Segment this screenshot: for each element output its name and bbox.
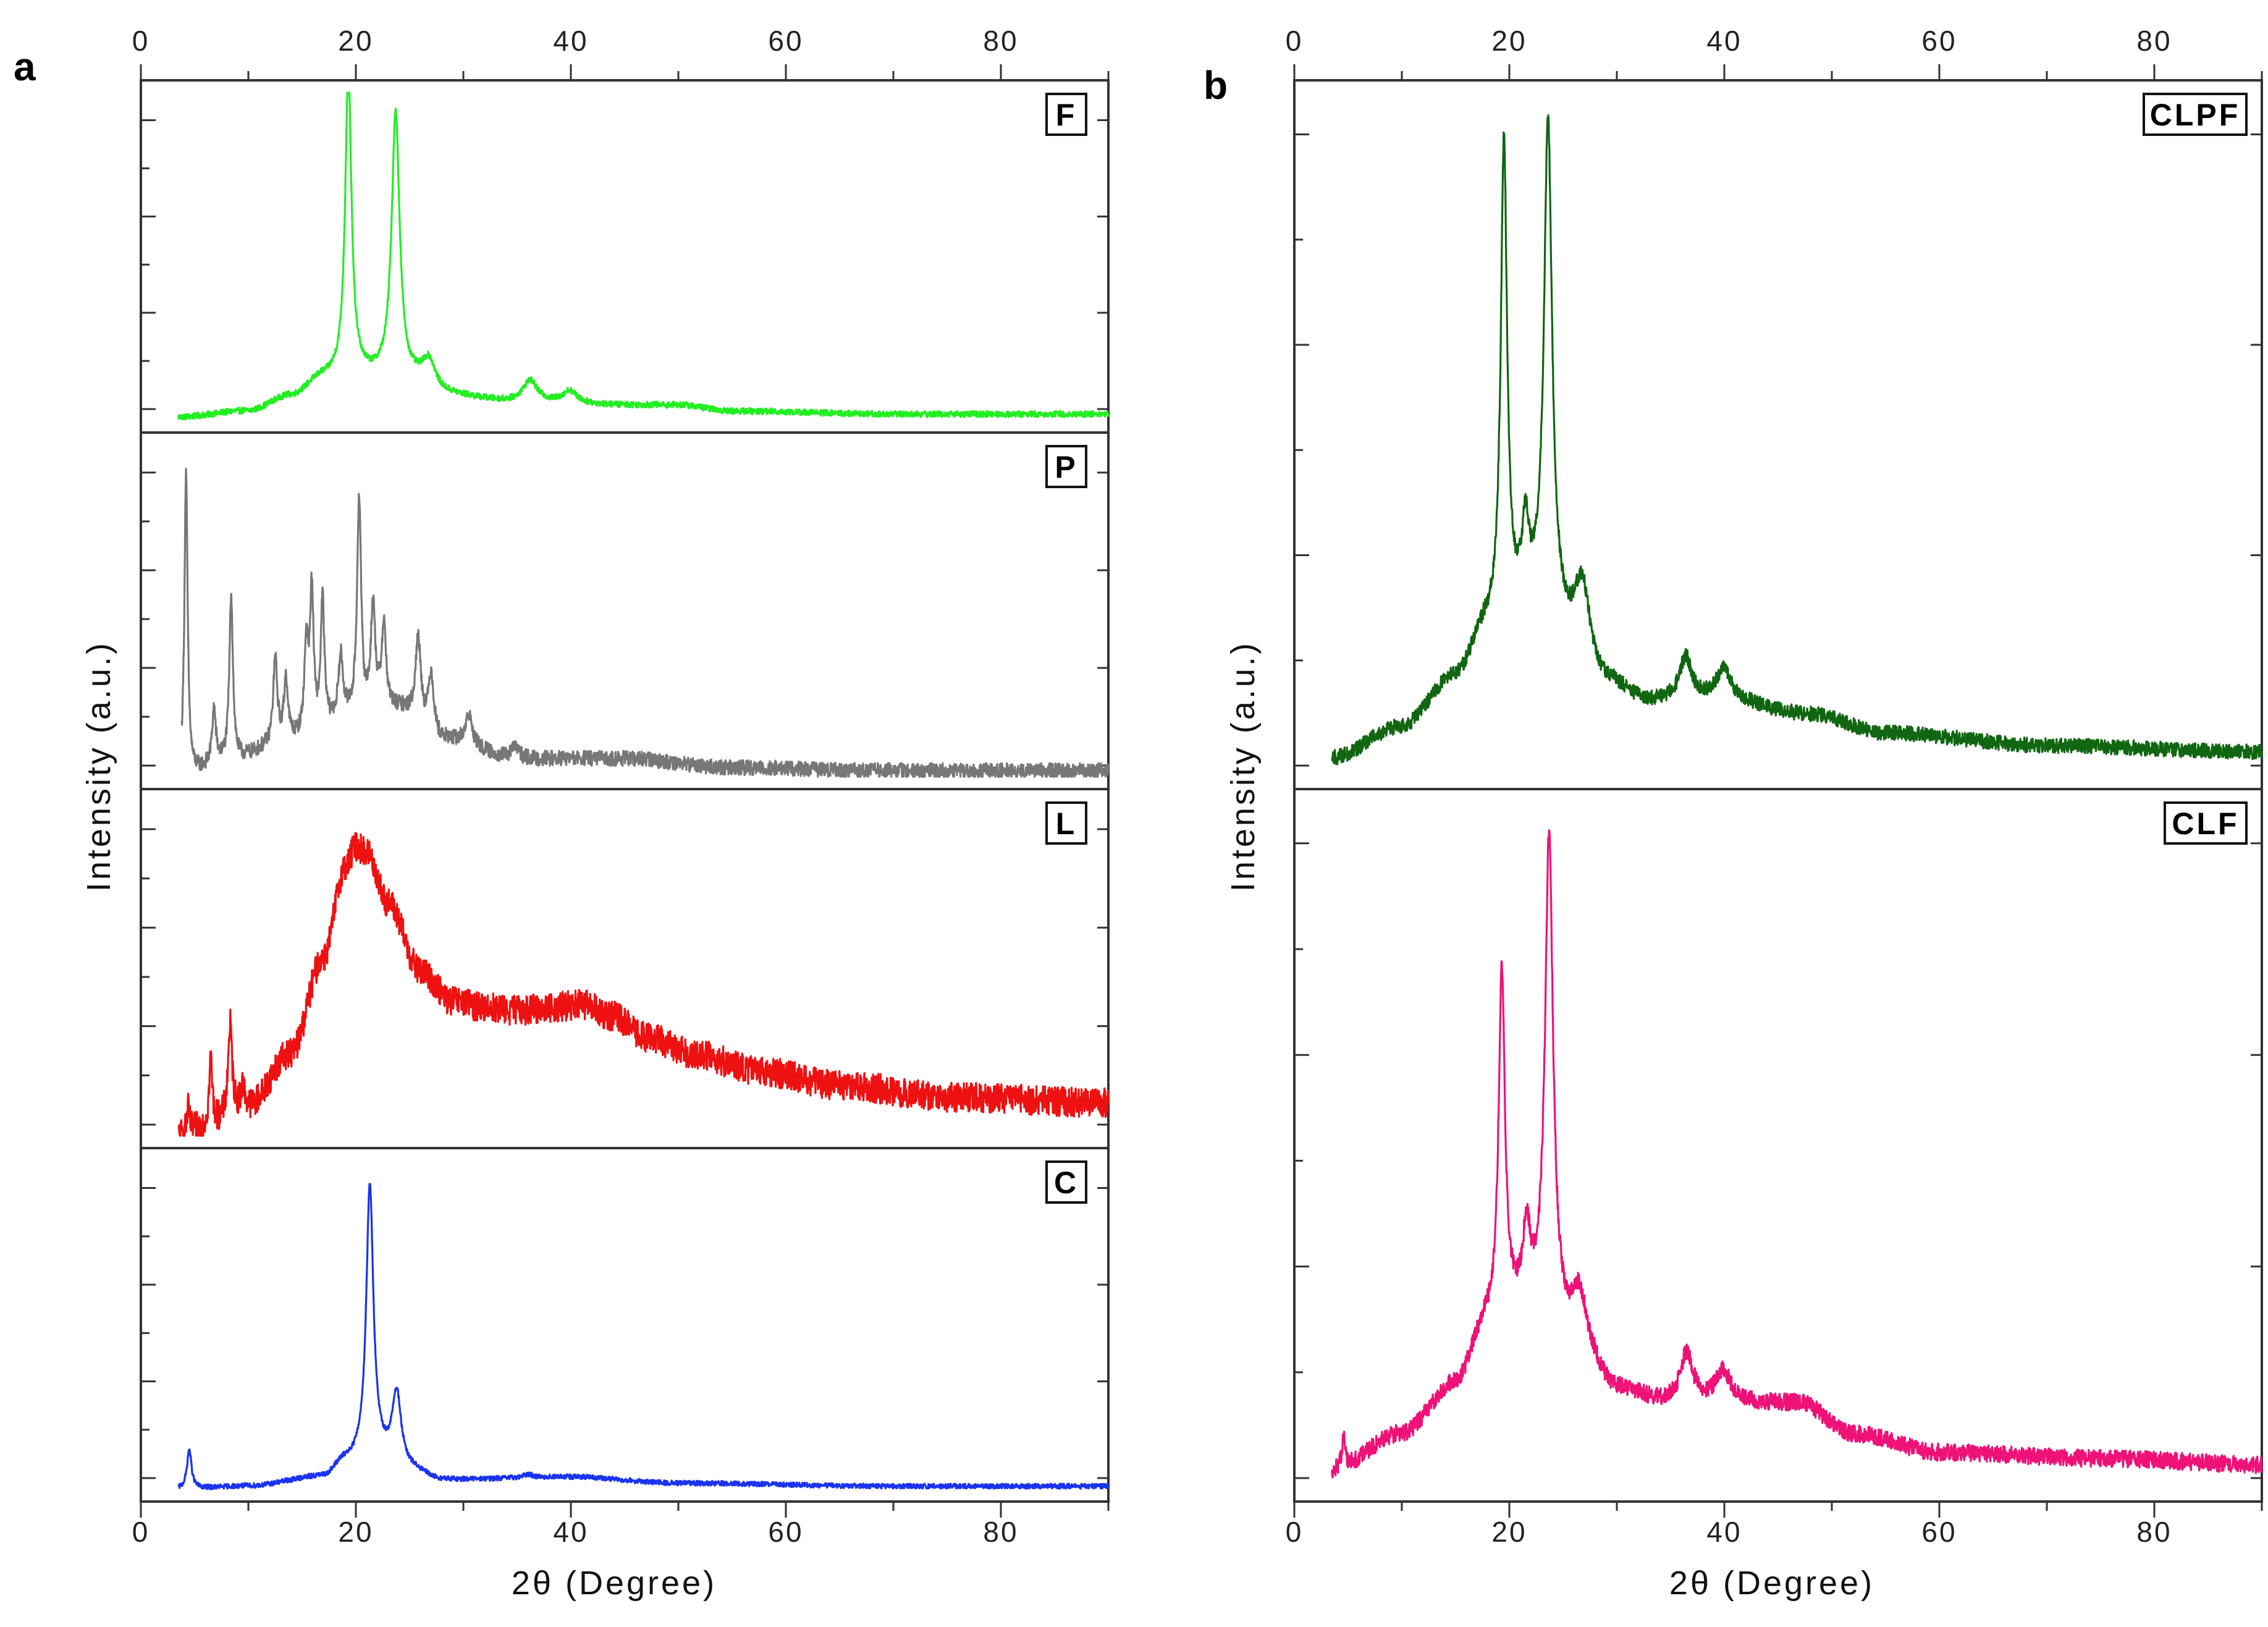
- series-line-f: [177, 91, 1110, 421]
- panel-frame: [1293, 79, 2263, 790]
- series-panel-clf: CLF: [1293, 788, 2263, 1503]
- series-label-f: F: [1056, 98, 1077, 132]
- series-label-box: [1045, 801, 1087, 845]
- series-panel-f: F: [140, 79, 1110, 434]
- x-tick-label-bottom: 60: [768, 1516, 803, 1548]
- series-line-p: [180, 468, 1110, 778]
- x-tick-label-top: 80: [2136, 25, 2172, 57]
- series-label-box: [2143, 93, 2248, 136]
- x-tick-label-bottom: 20: [338, 1516, 373, 1548]
- panel-a-bottom-ticks: 0 20 40 60 80: [132, 1502, 1110, 1548]
- series-label-box: [2164, 801, 2248, 845]
- x-tick-label-top: 40: [553, 25, 588, 57]
- panel-b-plots: CLPF CLF: [1293, 79, 2263, 1503]
- x-tick-label-top: 20: [1491, 25, 1527, 57]
- series-panel-p: P: [140, 431, 1110, 790]
- series-line-l: [177, 832, 1110, 1137]
- x-tick-label-top: 20: [338, 25, 373, 57]
- panel-frame: [1293, 788, 2263, 1503]
- series-label-clpf: CLPF: [2150, 98, 2241, 132]
- series-panel-l: L: [140, 788, 1110, 1149]
- x-tick-label-bottom: 80: [2136, 1516, 2172, 1548]
- x-tick-label-top: 0: [1286, 25, 1304, 57]
- x-tick-label-bottom: 40: [1706, 1516, 1742, 1548]
- series-label-box: [1045, 445, 1087, 488]
- series-label-l: L: [1056, 806, 1077, 841]
- panel-b-x-axis-title: 2θ (Degree): [1669, 1565, 1874, 1602]
- panel-b-bottom-ticks: 0 20 40 60 80: [1286, 1502, 2263, 1548]
- panel-frame: [140, 1147, 1110, 1503]
- series-line-c: [177, 1183, 1110, 1490]
- panel-frame: [140, 79, 1110, 434]
- x-tick-label-top: 40: [1706, 25, 1742, 57]
- x-tick-label-bottom: 20: [1491, 1516, 1527, 1548]
- panel-frame: [140, 431, 1110, 790]
- panel-b-top-ticks: 0 20 40 60 80: [1286, 25, 2263, 80]
- x-tick-label-bottom: 60: [1921, 1516, 1957, 1548]
- x-tick-label-bottom: 0: [132, 1516, 150, 1548]
- x-tick-label-top: 60: [768, 25, 803, 57]
- panel-b-y-axis-title: Intensity (a.u.): [1225, 641, 1262, 892]
- x-tick-label-top: 80: [983, 25, 1018, 57]
- series-line-clpf: [1331, 114, 2263, 766]
- series-line-clf: [1331, 829, 2263, 1479]
- x-tick-label-bottom: 80: [983, 1516, 1018, 1548]
- x-tick-label-bottom: 40: [553, 1516, 588, 1548]
- series-label-box: [1045, 1160, 1087, 1204]
- x-tick-label-top: 0: [132, 25, 150, 57]
- series-label-c: C: [1054, 1165, 1079, 1200]
- x-tick-label-bottom: 0: [1286, 1516, 1304, 1548]
- panel-a-top-ticks: 0 20 40 60 80: [132, 25, 1110, 80]
- series-label-clf: CLF: [2172, 806, 2239, 841]
- series-label-box: [1045, 93, 1087, 136]
- x-tick-label-top: 60: [1921, 25, 1957, 57]
- panel-b-letter: b: [1204, 63, 1228, 108]
- series-label-p: P: [1055, 450, 1077, 484]
- panel-a-y-axis-title: Intensity (a.u.): [80, 641, 117, 892]
- panel-a-x-axis-title: 2θ (Degree): [512, 1565, 717, 1602]
- panel-a-letter: a: [14, 44, 36, 89]
- series-panel-c: C: [140, 1147, 1110, 1503]
- panel-a-plots: F P L C: [140, 79, 1110, 1503]
- series-panel-clpf: CLPF: [1293, 79, 2263, 790]
